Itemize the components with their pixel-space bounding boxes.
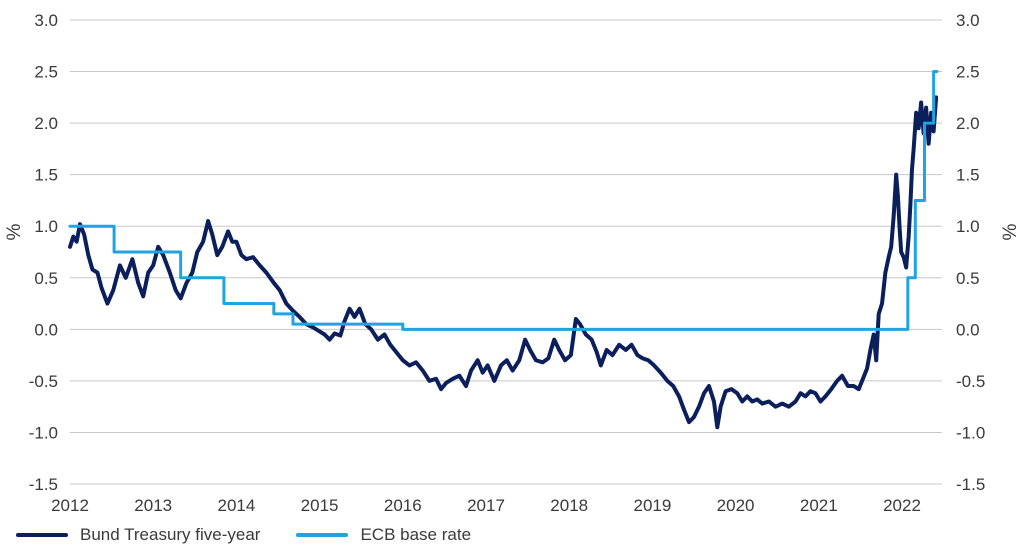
y-axis-label-left: % bbox=[4, 223, 25, 240]
y-tick-label-right: 0.5 bbox=[956, 269, 980, 288]
legend-swatch-bund bbox=[16, 533, 68, 537]
y-tick-label-right: 1.0 bbox=[956, 217, 980, 236]
y-tick-label-left: 0.0 bbox=[34, 320, 58, 339]
x-tick-label: 2017 bbox=[467, 496, 505, 515]
gridlines bbox=[70, 19, 942, 485]
x-tick-label: 2021 bbox=[800, 496, 838, 515]
y-tick-label-right: 1.5 bbox=[956, 166, 980, 185]
y-axis-label-right: % bbox=[1000, 223, 1021, 240]
y-tick-label-left: 2.5 bbox=[34, 63, 58, 82]
legend-swatch-ecb bbox=[296, 533, 349, 537]
y-tick-label-left: -1.5 bbox=[29, 475, 58, 494]
line-chart: 3.0 3.0 2.5 2.5 2.0 2.0 1.5 1.5 1.0 1.0 0.5 0.5 0.0 0… bbox=[4, 11, 1021, 515]
legend: Bund Treasury five-year ECB base rate bbox=[16, 521, 471, 549]
y-tick-label-right: -1.5 bbox=[956, 475, 985, 494]
x-tick-label: 2019 bbox=[633, 496, 671, 515]
y-tick-label-right: 3.0 bbox=[956, 11, 980, 30]
x-tick-label: 2016 bbox=[384, 496, 422, 515]
x-tick-label: 2018 bbox=[550, 496, 588, 515]
y-tick-label-left: -1.0 bbox=[29, 423, 58, 442]
x-tick-label: 2022 bbox=[883, 496, 921, 515]
x-tick-label: 2014 bbox=[217, 496, 255, 515]
series-line-bund bbox=[68, 95, 939, 430]
x-tick-label: 2012 bbox=[51, 496, 89, 515]
y-tick-label-right: 2.0 bbox=[956, 114, 980, 133]
x-tick-labels: 2012 2013 2014 2015 2016 2017 2018 2019 2020 2021… bbox=[51, 496, 921, 515]
y-tick-label-right: 2.5 bbox=[956, 63, 980, 82]
legend-label-ecb: ECB base rate bbox=[360, 525, 472, 544]
y-tick-label-left: -0.5 bbox=[29, 372, 58, 391]
legend-item-bund: Bund Treasury five-year bbox=[16, 525, 260, 545]
legend-label-bund: Bund Treasury five-year bbox=[80, 525, 261, 544]
series-lines bbox=[68, 70, 939, 430]
x-tick-label: 2020 bbox=[717, 496, 755, 515]
y-tick-label-right: -1.0 bbox=[956, 423, 985, 442]
y-tick-label-right: 0.0 bbox=[956, 320, 980, 339]
legend-item-ecb: ECB base rate bbox=[296, 525, 471, 545]
y-tick-label-left: 0.5 bbox=[34, 269, 58, 288]
y-tick-label-left: 1.5 bbox=[34, 166, 58, 185]
y-tick-label-left: 3.0 bbox=[34, 11, 58, 30]
x-tick-label: 2013 bbox=[134, 496, 172, 515]
y-tick-labels: 3.0 3.0 2.5 2.5 2.0 2.0 1.5 1.5 1.0 1.0 0.5 0.5 0.0 0… bbox=[29, 11, 986, 494]
y-tick-label-right: -0.5 bbox=[956, 372, 985, 391]
y-tick-label-left: 2.0 bbox=[34, 114, 58, 133]
y-tick-label-left: 1.0 bbox=[34, 217, 58, 236]
x-tick-label: 2015 bbox=[301, 496, 339, 515]
series-line-ecb bbox=[68, 70, 939, 331]
